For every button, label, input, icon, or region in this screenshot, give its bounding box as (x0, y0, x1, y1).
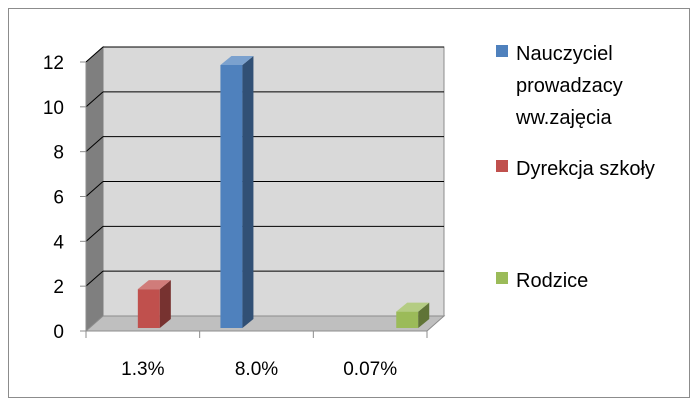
legend-item: Nauczyciel prowadzacy ww.zajęcia (496, 43, 623, 129)
bar-side (418, 302, 430, 328)
bar-top (137, 280, 171, 290)
y-tick-label: 6 (53, 188, 64, 209)
y-tick-label: 12 (43, 53, 64, 74)
gridlines (85, 46, 444, 287)
legend-label: prowadzacy (516, 75, 623, 97)
bar-2-1 (137, 280, 171, 328)
gridline-side (85, 46, 104, 63)
bar-side (159, 280, 171, 328)
axes (80, 61, 428, 338)
y-tick-label: 4 (53, 232, 64, 253)
legend-label: Nauczyciel (516, 43, 613, 65)
bar-top (220, 56, 254, 65)
bar-1-2 (220, 56, 254, 328)
gridline-side (85, 270, 104, 287)
bar-side (242, 56, 254, 328)
bars (137, 56, 430, 328)
bar-top (396, 302, 430, 312)
x-axis-tick-labels: 1.3% 8.0% 0.07% (121, 359, 397, 380)
bar-front (220, 65, 243, 328)
y-tick-label: 10 (43, 98, 64, 119)
bar-front (137, 289, 160, 328)
legend: Nauczyciel prowadzacy ww.zajęcia Dyrekcja s… (496, 43, 655, 292)
gridline-side (85, 181, 104, 197)
x-tick-label: 8.0% (235, 359, 278, 380)
y-tick-label: 2 (53, 277, 64, 298)
legend-item: Dyrekcja szkoły (496, 158, 655, 180)
legend-swatch (496, 272, 508, 284)
gridline-side (85, 136, 104, 153)
y-axis-tick-labels: 0 2 4 6 8 10 12 (43, 53, 65, 343)
bar-3-3 (396, 302, 430, 328)
legend-swatch (496, 45, 508, 57)
y-tick-label: 0 (53, 322, 64, 343)
legend-label: Rodzice (516, 270, 588, 292)
x-tick-label: 1.3% (121, 359, 164, 380)
bar-front (396, 311, 419, 328)
legend-label: Dyrekcja szkoły (516, 158, 655, 180)
legend-swatch (496, 160, 508, 172)
legend-item: Rodzice (496, 270, 588, 292)
y-tick-label: 8 (53, 143, 64, 164)
legend-label: ww.zajęcia (515, 107, 612, 129)
gridline-side (85, 91, 104, 108)
x-tick-label: 0.07% (343, 359, 397, 380)
gridline-side (85, 225, 104, 242)
